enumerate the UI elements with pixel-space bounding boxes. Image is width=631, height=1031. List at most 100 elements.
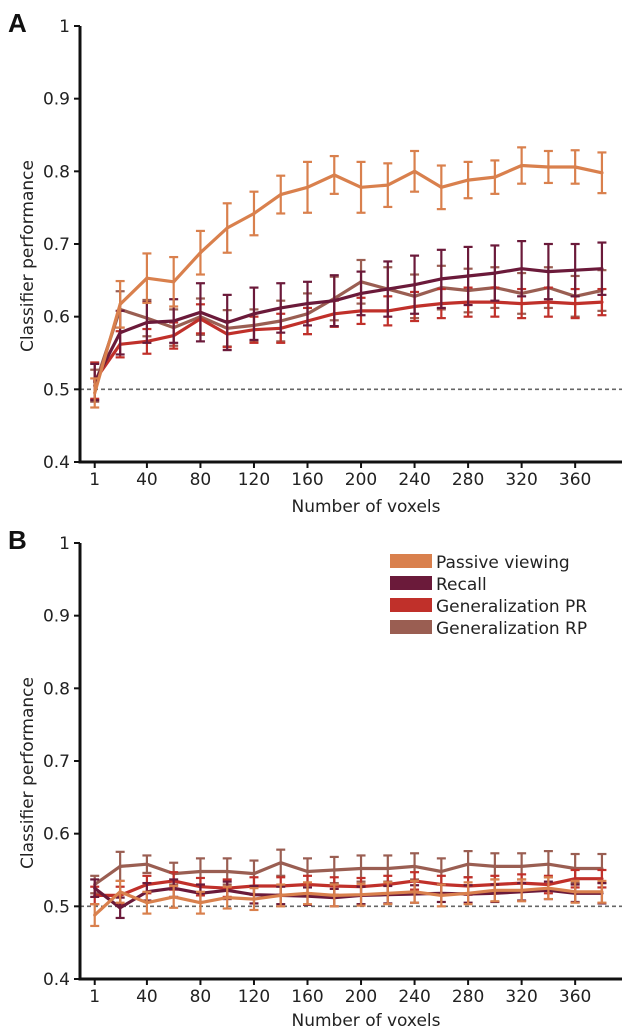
data-point xyxy=(118,302,122,306)
data-point xyxy=(305,301,310,306)
data-point xyxy=(359,866,363,871)
y-tick-label: 1 xyxy=(59,534,70,554)
data-point xyxy=(332,893,336,898)
series-line xyxy=(93,280,603,387)
data-point xyxy=(573,268,577,272)
data-point xyxy=(412,169,417,173)
series-recall xyxy=(90,239,607,402)
legend-label: Generalization RP xyxy=(436,619,587,639)
data-point xyxy=(600,877,604,881)
data-point xyxy=(172,319,176,323)
x-tick-label: 320 xyxy=(505,470,537,490)
chart-panel-b: B 0.4 0.5 0.6 0.7 0.8 0.9 1 1 40 80 120 160 200 240 280… xyxy=(8,525,622,1031)
data-point xyxy=(600,890,604,894)
data-point xyxy=(118,890,122,894)
series-line xyxy=(93,886,602,917)
y-tick-label: 0.8 xyxy=(43,162,70,182)
data-point xyxy=(279,861,283,865)
data-point xyxy=(412,864,417,868)
x-tick-label: 280 xyxy=(452,987,484,1007)
y-tick-label: 0.4 xyxy=(43,453,70,473)
data-point xyxy=(386,183,390,187)
y-tick-label: 0.5 xyxy=(43,380,70,400)
data-point xyxy=(252,872,256,876)
x-tick-label: 320 xyxy=(505,987,537,1007)
data-point xyxy=(466,862,470,866)
data-point xyxy=(493,271,497,275)
x-tick-label: 120 xyxy=(238,470,270,490)
data-point xyxy=(466,178,470,182)
x-tick-label: 200 xyxy=(345,470,377,490)
data-point xyxy=(252,312,256,316)
data-point xyxy=(600,300,604,304)
x-tick-label: 240 xyxy=(398,987,430,1007)
x-tick-label: 280 xyxy=(452,470,484,490)
legend-swatch xyxy=(390,576,432,590)
data-point xyxy=(279,192,283,197)
data-point xyxy=(520,267,524,271)
data-point xyxy=(520,301,524,306)
y-tick-label: 0.6 xyxy=(43,825,70,845)
x-tick-label: 40 xyxy=(136,987,158,1007)
x-tick-label: 1 xyxy=(89,470,100,490)
data-point xyxy=(546,300,550,304)
data-point xyxy=(279,306,283,310)
chart-panel-a: A 0.4 0.5 0.6 0.7 0.8 0.9 1 1 40 80 120 160 200 240 280… xyxy=(8,8,622,517)
data-point xyxy=(546,886,550,890)
data-point xyxy=(198,869,203,874)
data-point xyxy=(145,276,149,280)
data-point xyxy=(520,888,524,892)
data-point xyxy=(145,862,149,866)
y-tick-label: 1 xyxy=(59,17,70,37)
data-point xyxy=(305,869,310,874)
data-point xyxy=(546,862,550,866)
y-axis-title: Classifier performance xyxy=(18,160,38,352)
y-tick-label: 0.8 xyxy=(43,679,70,699)
legend-label: Generalization PR xyxy=(436,597,587,617)
data-point xyxy=(412,283,417,287)
y-tick-label: 0.5 xyxy=(43,897,70,917)
x-tick-label: 40 xyxy=(136,470,158,490)
x-axis-title: Number of voxels xyxy=(292,1011,441,1031)
data-point xyxy=(359,291,363,296)
x-tick-label: 240 xyxy=(398,470,430,490)
y-tick-label: 0.7 xyxy=(43,752,70,772)
data-point xyxy=(225,226,229,230)
data-point xyxy=(439,869,443,874)
x-tick-label: 80 xyxy=(190,470,212,490)
data-point xyxy=(145,901,149,905)
data-point xyxy=(305,891,310,895)
data-point xyxy=(412,890,417,894)
data-point xyxy=(252,211,256,216)
data-point xyxy=(493,888,497,892)
data-point xyxy=(600,267,604,271)
data-point xyxy=(332,868,336,872)
data-point xyxy=(225,869,229,874)
data-point xyxy=(600,171,604,175)
x-axis-title: Number of voxels xyxy=(292,497,441,517)
series-passive-viewing xyxy=(90,146,607,409)
data-point xyxy=(198,310,203,314)
data-point xyxy=(198,901,203,905)
data-point xyxy=(332,173,336,177)
series-line xyxy=(93,300,602,382)
legend-label: Recall xyxy=(436,575,487,595)
y-tick-label: 0.9 xyxy=(43,90,70,110)
y-tick-label: 0.4 xyxy=(43,970,70,990)
x-tick-label: 120 xyxy=(238,987,270,1007)
panel-letter: A xyxy=(8,8,27,38)
data-point xyxy=(439,185,443,189)
data-point xyxy=(198,251,203,255)
series-line xyxy=(93,267,602,383)
data-point xyxy=(520,163,524,168)
data-point xyxy=(252,897,256,901)
data-point xyxy=(439,893,443,898)
legend-swatch xyxy=(390,620,432,634)
data-point xyxy=(93,913,97,917)
y-tick-label: 0.7 xyxy=(43,235,70,255)
series-passive-viewing xyxy=(90,876,607,928)
data-point xyxy=(520,864,524,868)
x-tick-label: 200 xyxy=(345,987,377,1007)
